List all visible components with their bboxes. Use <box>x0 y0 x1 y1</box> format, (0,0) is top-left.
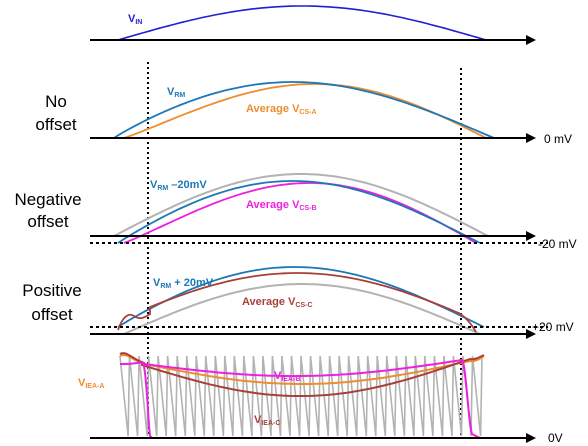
negative-offset-panel: Negative offset -20 mV VRM –20mV Average… <box>14 173 577 251</box>
vrm-plus-20mv-waveform <box>117 266 485 328</box>
vrm-minus-20mv-label: VRM –20mV <box>150 179 207 192</box>
no-offset-title-line2: offset <box>35 115 77 134</box>
negative-offset-ref-label: -20 mV <box>538 237 577 251</box>
positive-offset-ref-label: +20 mV <box>532 320 574 334</box>
vrm-waveform <box>113 81 495 139</box>
viea-b-waveform <box>119 358 481 439</box>
no-offset-panel: No offset 0 mV VRM Average VCS-A <box>35 81 572 146</box>
positive-offset-title-line2: offset <box>31 305 73 324</box>
iea-ref-label: 0V <box>548 431 563 445</box>
no-offset-ref-label: 0 mV <box>544 132 572 146</box>
iea-panel: 0V VIEA-A VIEA-B VIEA-C <box>78 352 563 445</box>
viea-c-waveform <box>119 352 485 397</box>
no-offset-title-line1: No <box>45 92 67 111</box>
viea-a-waveform <box>119 353 485 385</box>
vrm-label: VRM <box>167 86 185 99</box>
vrm-plus-20mv-label: VRM + 20mV <box>153 277 214 290</box>
viea-b-label: VIEA-B <box>274 370 300 383</box>
vrm-minus-20mv-waveform <box>117 180 481 244</box>
positive-offset-title-line1: Positive <box>22 281 82 300</box>
average-vcs-c-label: Average VCS-C <box>242 296 313 309</box>
average-vcs-a-label: Average VCS-A <box>246 103 317 116</box>
vin-panel: VIN <box>90 5 536 45</box>
average-vcs-b-label: Average VCS-B <box>246 199 317 212</box>
average-vcs-c-waveform <box>117 272 477 333</box>
vin-waveform <box>117 5 487 41</box>
gray-reference-waveform <box>113 173 489 237</box>
viea-c-label: VIEA-C <box>254 414 280 427</box>
negative-offset-title-line1: Negative <box>14 190 81 209</box>
gray-reference-waveform <box>123 283 481 335</box>
negative-offset-title-line2: offset <box>27 212 69 231</box>
sawtooth-waveform <box>119 355 483 437</box>
vin-label: VIN <box>128 13 142 26</box>
positive-offset-panel: Positive offset +20 mV VRM + 20mV Averag… <box>22 266 574 339</box>
viea-a-label: VIEA-A <box>78 377 104 390</box>
average-vcs-b-waveform <box>123 182 477 244</box>
